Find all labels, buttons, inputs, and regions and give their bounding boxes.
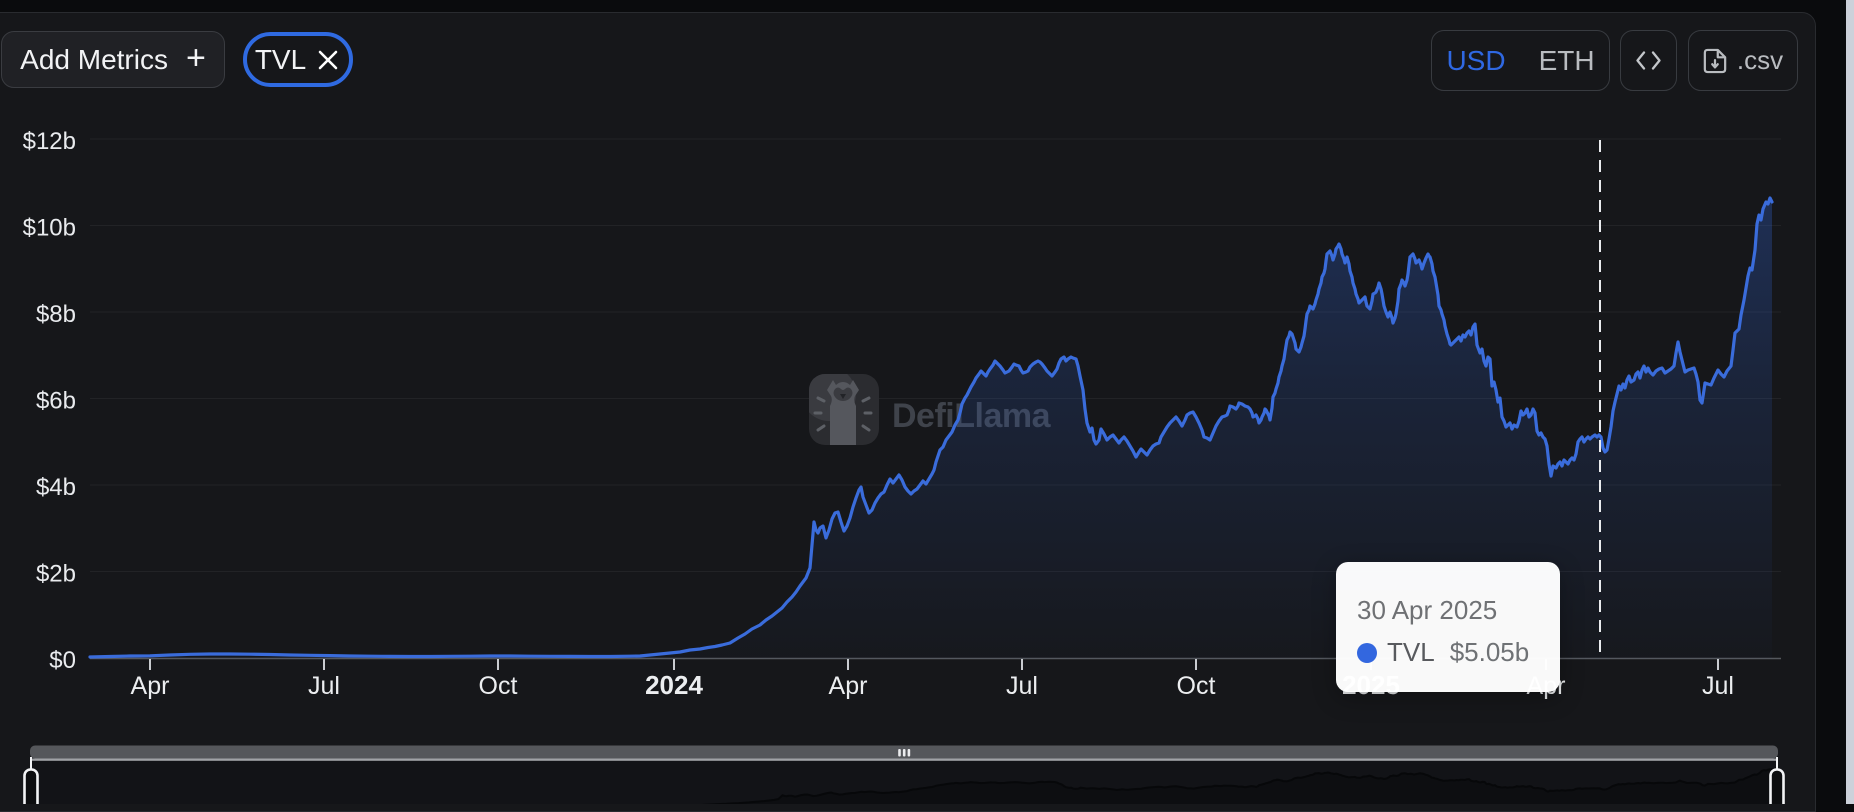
svg-text:$0: $0 [49, 647, 76, 674]
svg-text:2024: 2024 [645, 670, 703, 700]
svg-text:Jul: Jul [308, 672, 340, 700]
svg-text:Oct: Oct [1177, 672, 1216, 700]
svg-text:$12b: $12b [23, 128, 76, 155]
svg-text:$4b: $4b [36, 474, 76, 501]
svg-text:$8b: $8b [36, 301, 76, 328]
svg-text:Jul: Jul [1702, 672, 1734, 700]
svg-text:$6b: $6b [36, 388, 76, 415]
svg-text:Apr: Apr [131, 672, 170, 700]
svg-text:$2b: $2b [36, 561, 76, 588]
svg-text:Apr: Apr [829, 672, 868, 700]
svg-text:Oct: Oct [479, 672, 518, 700]
svg-text:Jul: Jul [1006, 672, 1038, 700]
svg-text:$10b: $10b [23, 215, 76, 242]
